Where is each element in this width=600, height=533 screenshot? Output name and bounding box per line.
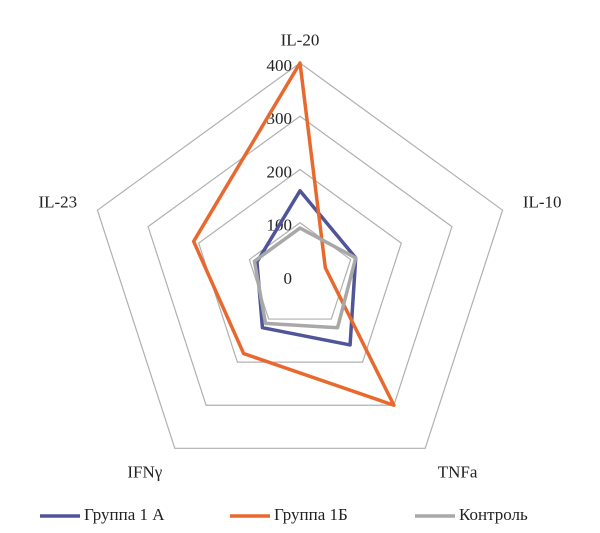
axis-label: IL-20 [281,31,320,50]
grid-ring [147,115,453,406]
grid-ring [96,62,504,449]
axis-label: TNFa [438,462,478,481]
series-line [252,226,358,330]
grid-ring [198,168,402,363]
tick-label: 0 [284,269,293,288]
series-line [191,61,396,407]
tick-label: 400 [267,56,293,75]
grid-ring [248,222,352,320]
tick-label: 300 [267,109,293,128]
series-line [255,189,358,347]
legend-label: Контроль [459,505,528,524]
legend-label: Группа 1 А [84,505,165,524]
axis-label: IFNγ [127,462,162,481]
legend-label: Группа 1Б [274,505,348,524]
axis-label: IL-23 [38,193,77,212]
tick-label: 200 [267,162,293,181]
axis-label: IL-10 [523,193,562,212]
